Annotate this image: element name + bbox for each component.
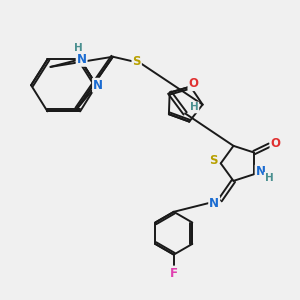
Text: H: H — [74, 43, 83, 53]
Text: S: S — [209, 154, 218, 167]
Text: H: H — [265, 173, 273, 183]
Text: N: N — [93, 79, 103, 92]
Text: S: S — [132, 55, 141, 68]
Text: F: F — [170, 266, 178, 280]
Text: N: N — [256, 165, 266, 178]
Text: H: H — [190, 102, 198, 112]
Text: O: O — [271, 137, 281, 150]
Text: N: N — [209, 197, 219, 210]
Text: N: N — [76, 53, 87, 66]
Text: O: O — [188, 77, 199, 90]
